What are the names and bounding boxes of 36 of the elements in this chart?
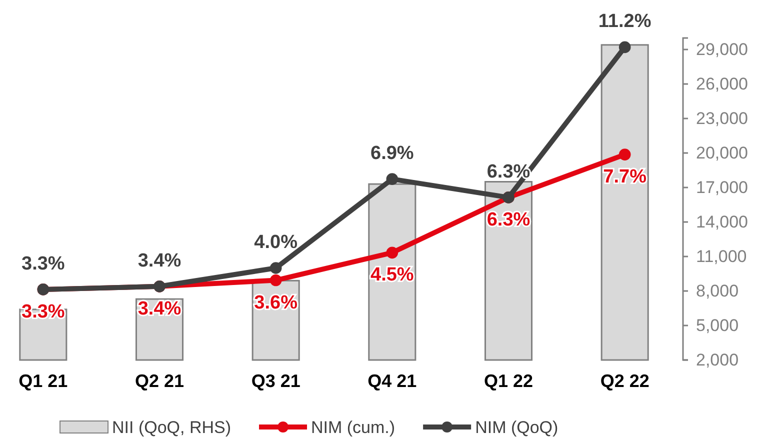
point — [618, 148, 631, 160]
y2-tick-label: 17,000 — [696, 178, 748, 197]
y2-tick-label: 23,000 — [696, 108, 748, 128]
point — [270, 262, 282, 274]
point — [618, 41, 631, 54]
x-tick-label: Q1 22 — [484, 370, 534, 391]
point — [386, 173, 398, 185]
y2-tick-label: 29,000 — [696, 40, 748, 59]
x-tick-label: Q4 21 — [368, 370, 417, 391]
y2-tick-label: 2,000 — [696, 350, 739, 370]
legend-label: NII (QoQ, RHS) — [112, 418, 232, 437]
data-label: 4.0% — [254, 232, 298, 253]
y2-tick-label: 26,000 — [696, 74, 748, 94]
data-label: 6.3% — [486, 209, 530, 230]
data-label: 3.4% — [138, 298, 182, 320]
x-tick-label: Q1 21 — [18, 370, 68, 391]
data-label: 3.3% — [22, 301, 65, 322]
x-tick-label: Q3 21 — [251, 370, 300, 391]
data-label: 6.9% — [370, 143, 414, 164]
data-label: 3.6% — [254, 292, 298, 314]
y2-tick-label: 5,000 — [696, 316, 739, 335]
data-label: 11.2% — [598, 11, 652, 32]
legend-label: NIM (cum.) — [311, 418, 396, 437]
point — [270, 274, 282, 286]
data-label: 3.3% — [22, 253, 65, 274]
y2-tick-label: 8,000 — [696, 281, 739, 300]
y2-tick-label: 20,000 — [696, 143, 748, 162]
data-label: 7.7% — [603, 166, 647, 188]
data-label: 4.5% — [370, 264, 414, 286]
x-tick-label: Q2 21 — [134, 370, 184, 391]
data-label: 3.4% — [138, 250, 182, 272]
y2-tick-label: 14,000 — [696, 212, 748, 232]
legend-label: NIM (QoQ) — [475, 418, 558, 437]
point — [386, 246, 398, 259]
x-tick-label: Q2 22 — [600, 370, 650, 391]
y2-tick-label: 11,000 — [696, 246, 747, 266]
